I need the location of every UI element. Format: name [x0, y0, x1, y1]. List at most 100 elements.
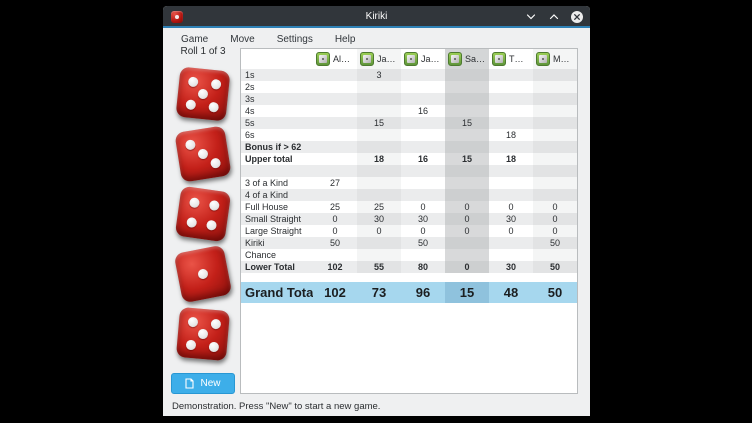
score-cell[interactable] — [313, 69, 357, 81]
score-cell[interactable]: 0 — [445, 213, 489, 225]
score-cell[interactable] — [533, 81, 577, 93]
score-cell[interactable] — [489, 81, 533, 93]
score-cell[interactable]: 0 — [533, 225, 577, 237]
score-cell[interactable] — [533, 105, 577, 117]
score-cell[interactable]: 15 — [357, 117, 401, 129]
score-cell[interactable] — [313, 117, 357, 129]
die-3-showing-4[interactable] — [174, 185, 232, 243]
score-cell[interactable] — [401, 189, 445, 201]
score-cell[interactable] — [357, 141, 401, 153]
score-cell[interactable]: 30 — [489, 213, 533, 225]
score-cell[interactable] — [489, 189, 533, 201]
score-cell[interactable] — [313, 153, 357, 165]
score-cell[interactable] — [533, 165, 577, 177]
score-cell[interactable] — [401, 249, 445, 261]
score-cell[interactable] — [445, 129, 489, 141]
new-game-button[interactable]: New — [171, 373, 235, 394]
menu-move[interactable]: Move — [230, 34, 255, 45]
score-cell[interactable]: 0 — [489, 201, 533, 213]
score-cell[interactable] — [489, 141, 533, 153]
score-cell[interactable] — [489, 237, 533, 249]
score-cell[interactable]: 16 — [401, 105, 445, 117]
score-cell[interactable] — [445, 105, 489, 117]
score-cell[interactable]: 18 — [357, 153, 401, 165]
titlebar[interactable]: Kiriki — [163, 6, 590, 28]
score-cell[interactable] — [445, 141, 489, 153]
score-cell[interactable] — [445, 93, 489, 105]
score-cell[interactable]: 0 — [489, 225, 533, 237]
minimize-button[interactable] — [524, 10, 538, 24]
score-cell[interactable]: 0 — [533, 213, 577, 225]
score-cell[interactable] — [357, 237, 401, 249]
score-cell[interactable] — [357, 105, 401, 117]
score-cell[interactable]: 50 — [401, 237, 445, 249]
score-cell[interactable] — [401, 69, 445, 81]
score-cell[interactable]: 30 — [489, 261, 533, 273]
score-cell[interactable] — [445, 177, 489, 189]
score-cell[interactable] — [533, 93, 577, 105]
score-cell[interactable]: 0 — [401, 225, 445, 237]
score-cell[interactable] — [533, 69, 577, 81]
score-cell[interactable]: 3 — [357, 69, 401, 81]
score-cell[interactable]: 25 — [313, 201, 357, 213]
score-cell[interactable]: 0 — [445, 201, 489, 213]
score-cell[interactable]: 80 — [401, 261, 445, 273]
score-cell[interactable] — [489, 249, 533, 261]
menu-game[interactable]: Game — [181, 34, 209, 45]
score-cell[interactable] — [489, 177, 533, 189]
score-cell[interactable] — [445, 165, 489, 177]
score-cell[interactable] — [401, 177, 445, 189]
score-cell[interactable] — [401, 165, 445, 177]
score-cell[interactable] — [313, 129, 357, 141]
die-1-showing-5[interactable] — [175, 66, 231, 122]
score-cell[interactable] — [445, 69, 489, 81]
score-cell[interactable]: 0 — [357, 225, 401, 237]
score-cell[interactable]: 15 — [445, 117, 489, 129]
score-cell[interactable] — [401, 117, 445, 129]
score-cell[interactable]: 30 — [357, 213, 401, 225]
score-cell[interactable] — [313, 249, 357, 261]
menu-settings[interactable]: Settings — [276, 34, 313, 45]
score-cell[interactable]: 25 — [357, 201, 401, 213]
score-cell[interactable] — [489, 105, 533, 117]
score-cell[interactable] — [313, 189, 357, 201]
score-cell[interactable] — [401, 93, 445, 105]
score-cell[interactable] — [313, 165, 357, 177]
score-cell[interactable]: 50 — [533, 237, 577, 249]
maximize-button[interactable] — [547, 10, 561, 24]
score-cell[interactable]: 0 — [401, 201, 445, 213]
score-cell[interactable] — [357, 249, 401, 261]
score-cell[interactable] — [533, 141, 577, 153]
score-cell[interactable]: 55 — [357, 261, 401, 273]
score-cell[interactable] — [445, 249, 489, 261]
score-cell[interactable]: 18 — [489, 153, 533, 165]
score-cell[interactable]: 27 — [313, 177, 357, 189]
score-cell[interactable] — [445, 81, 489, 93]
score-cell[interactable] — [357, 93, 401, 105]
die-4-showing-1[interactable] — [173, 244, 233, 304]
score-cell[interactable] — [313, 105, 357, 117]
score-cell[interactable] — [489, 93, 533, 105]
score-cell[interactable] — [489, 165, 533, 177]
score-cell[interactable]: 0 — [445, 261, 489, 273]
score-cell[interactable] — [533, 177, 577, 189]
score-cell[interactable] — [489, 69, 533, 81]
score-cell[interactable] — [533, 153, 577, 165]
close-button[interactable] — [570, 10, 584, 24]
score-cell[interactable] — [445, 237, 489, 249]
score-cell[interactable]: 0 — [313, 225, 357, 237]
die-5-showing-5[interactable] — [175, 306, 231, 362]
score-cell[interactable] — [401, 129, 445, 141]
score-cell[interactable] — [313, 141, 357, 153]
score-cell[interactable] — [533, 129, 577, 141]
score-cell[interactable] — [357, 129, 401, 141]
score-cell[interactable] — [313, 81, 357, 93]
score-cell[interactable] — [489, 117, 533, 129]
score-cell[interactable]: 102 — [313, 261, 357, 273]
score-cell[interactable] — [357, 81, 401, 93]
menu-help[interactable]: Help — [334, 34, 356, 45]
die-2-showing-3[interactable] — [174, 125, 232, 183]
score-cell[interactable] — [533, 189, 577, 201]
score-cell[interactable]: 50 — [313, 237, 357, 249]
score-cell[interactable] — [313, 93, 357, 105]
